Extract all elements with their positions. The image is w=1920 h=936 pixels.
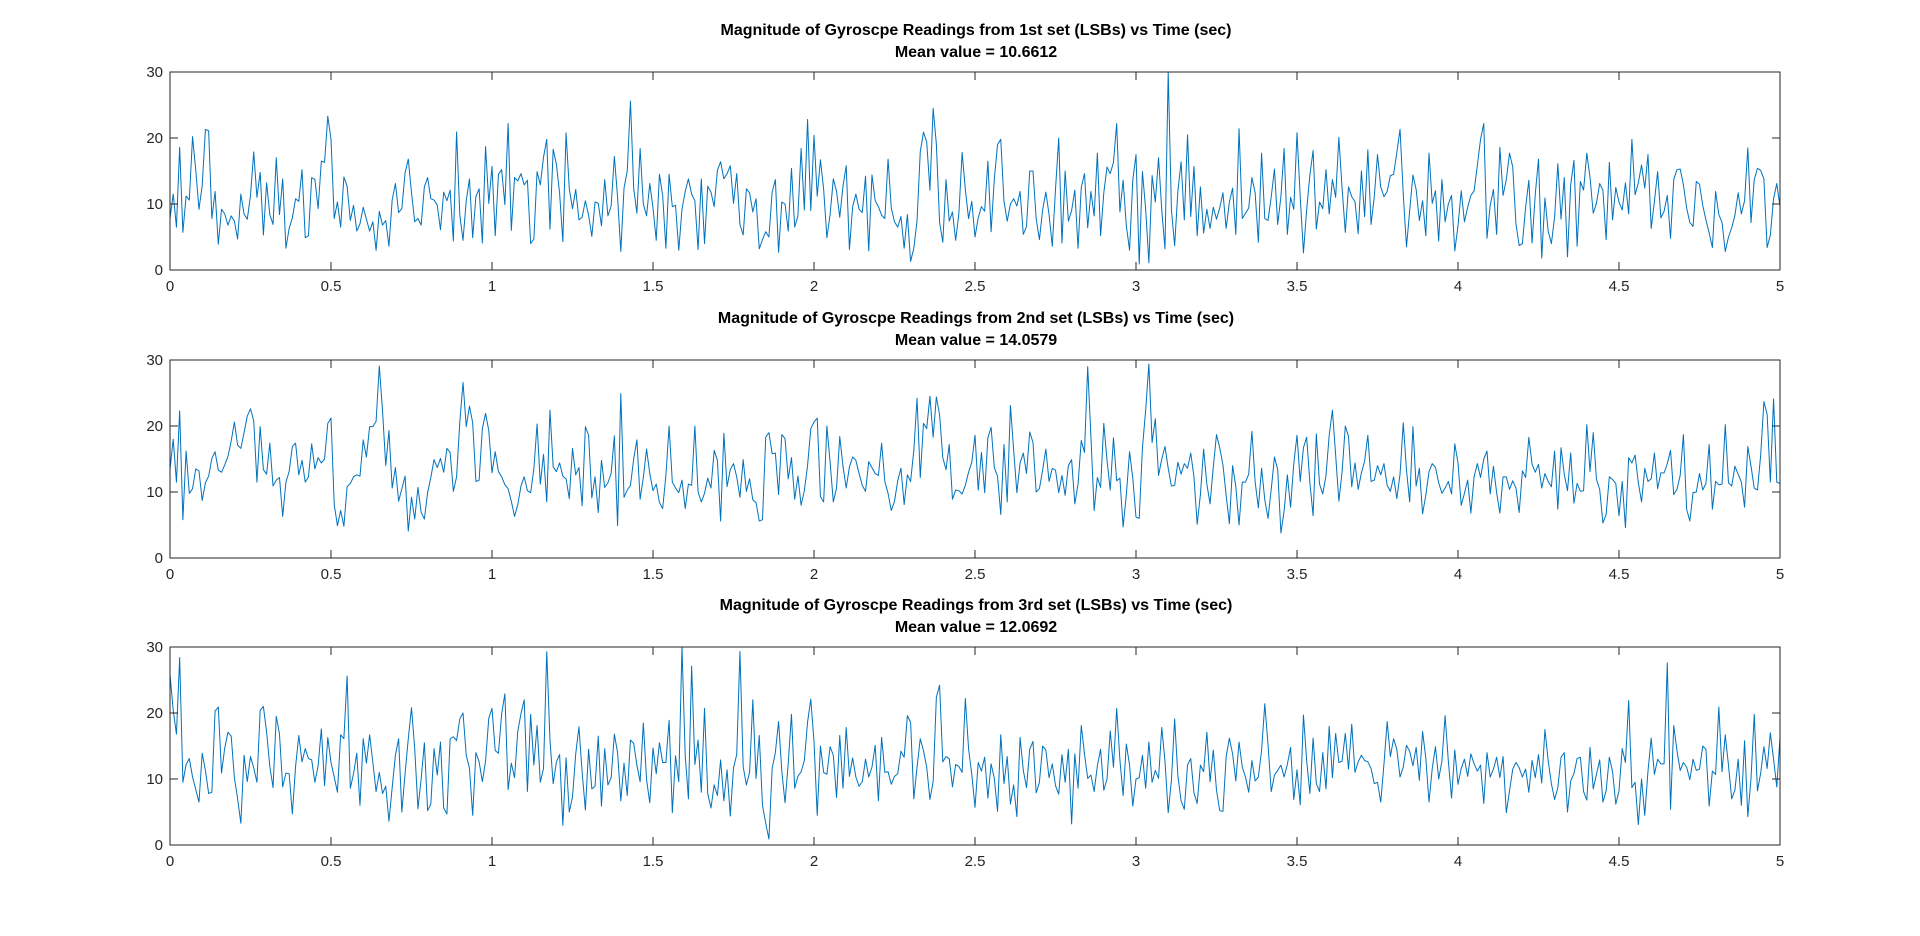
subplot-2-xtick-label: 1.5 <box>643 566 664 583</box>
subplot-2-xtick-label: 1 <box>488 566 496 583</box>
subplot-1: Magnitude of Gyroscpe Readings from 1st … <box>146 22 1784 295</box>
subplot-2-ytick-label: 30 <box>146 352 163 369</box>
subplot-2-mean-label: Mean value = 14.0579 <box>895 332 1057 349</box>
subplot-2-ytick-label: 0 <box>155 550 163 567</box>
subplot-1-axes: 0 0.5 1 1.5 2 2.5 3 3.5 4 4.5 5 0 10 20 30 <box>146 64 1784 295</box>
subplot-1-xtick-label: 0.5 <box>321 278 342 295</box>
subplot-3-ytick-label: 20 <box>146 705 163 722</box>
subplot-1-xtick-label: 4 <box>1454 278 1462 295</box>
subplot-3-xtick-label: 5 <box>1776 853 1784 870</box>
subplot-2-title: Magnitude of Gyroscpe Readings from 2nd … <box>718 310 1234 327</box>
subplot-2-xtick-label: 4.5 <box>1609 566 1630 583</box>
subplot-1-xtick-label: 5 <box>1776 278 1784 295</box>
subplot-3-series-line <box>169 646 1781 840</box>
subplot-3-title: Magnitude of Gyroscpe Readings from 3rd … <box>720 597 1233 614</box>
subplot-3-axes: 0 0.5 1 1.5 2 2.5 3 3.5 4 4.5 5 0 10 20 30 <box>146 639 1784 870</box>
subplot-2-xtick-label: 5 <box>1776 566 1784 583</box>
subplot-3-xtick-label: 2.5 <box>965 853 986 870</box>
subplot-2-ytick-label: 10 <box>146 484 163 501</box>
subplot-3-ytick-label: 10 <box>146 771 163 788</box>
subplot-3-xtick-label: 4 <box>1454 853 1462 870</box>
subplot-2-ytick-label: 20 <box>146 418 163 435</box>
subplot-1-ytick-label: 30 <box>146 64 163 81</box>
subplot-3-xtick-label: 3.5 <box>1287 853 1308 870</box>
subplot-3-mean-label: Mean value = 12.0692 <box>895 619 1057 636</box>
subplot-2-xtick-label: 0 <box>166 566 174 583</box>
subplot-1-series-line <box>169 71 1781 265</box>
subplot-2-xtick-label: 2 <box>810 566 818 583</box>
subplot-1-mean-label: Mean value = 10.6612 <box>895 44 1057 61</box>
subplot-1-xtick-label: 3.5 <box>1287 278 1308 295</box>
subplot-3-xtick-label: 2 <box>810 853 818 870</box>
subplot-1-ytick-label: 20 <box>146 130 163 147</box>
subplot-1-xtick-label: 3 <box>1132 278 1140 295</box>
subplot-3: Magnitude of Gyroscpe Readings from 3rd … <box>146 597 1784 870</box>
subplot-3-xtick-label: 0.5 <box>321 853 342 870</box>
subplot-1-xtick-label: 0 <box>166 278 174 295</box>
subplot-1-xtick-label: 1.5 <box>643 278 664 295</box>
subplot-3-xtick-label: 1 <box>488 853 496 870</box>
subplot-3-xtick-label: 3 <box>1132 853 1140 870</box>
subplot-3-ytick-label: 30 <box>146 639 163 656</box>
subplot-1-title: Magnitude of Gyroscpe Readings from 1st … <box>721 22 1232 39</box>
subplot-3-ytick-label: 0 <box>155 837 163 854</box>
subplot-2-xtick-label: 2.5 <box>965 566 986 583</box>
subplot-2-series-line <box>169 363 1781 534</box>
subplot-3-xtick-label: 1.5 <box>643 853 664 870</box>
subplot-2-xtick-label: 0.5 <box>321 566 342 583</box>
subplot-2-xtick-label: 3.5 <box>1287 566 1308 583</box>
subplot-1-ytick-label: 0 <box>155 262 163 279</box>
subplot-1-xtick-label: 2 <box>810 278 818 295</box>
subplot-3-xtick-label: 4.5 <box>1609 853 1630 870</box>
subplot-1-xtick-label: 2.5 <box>965 278 986 295</box>
subplot-1-xtick-label: 1 <box>488 278 496 295</box>
subplot-2-axes: 0 0.5 1 1.5 2 2.5 3 3.5 4 4.5 5 0 10 20 30 <box>146 352 1784 583</box>
subplot-1-xtick-label: 4.5 <box>1609 278 1630 295</box>
subplot-2-xtick-label: 4 <box>1454 566 1462 583</box>
subplot-2: Magnitude of Gyroscpe Readings from 2nd … <box>146 310 1784 583</box>
subplot-2-xtick-label: 3 <box>1132 566 1140 583</box>
subplot-3-xtick-label: 0 <box>166 853 174 870</box>
subplot-1-ytick-label: 10 <box>146 196 163 213</box>
